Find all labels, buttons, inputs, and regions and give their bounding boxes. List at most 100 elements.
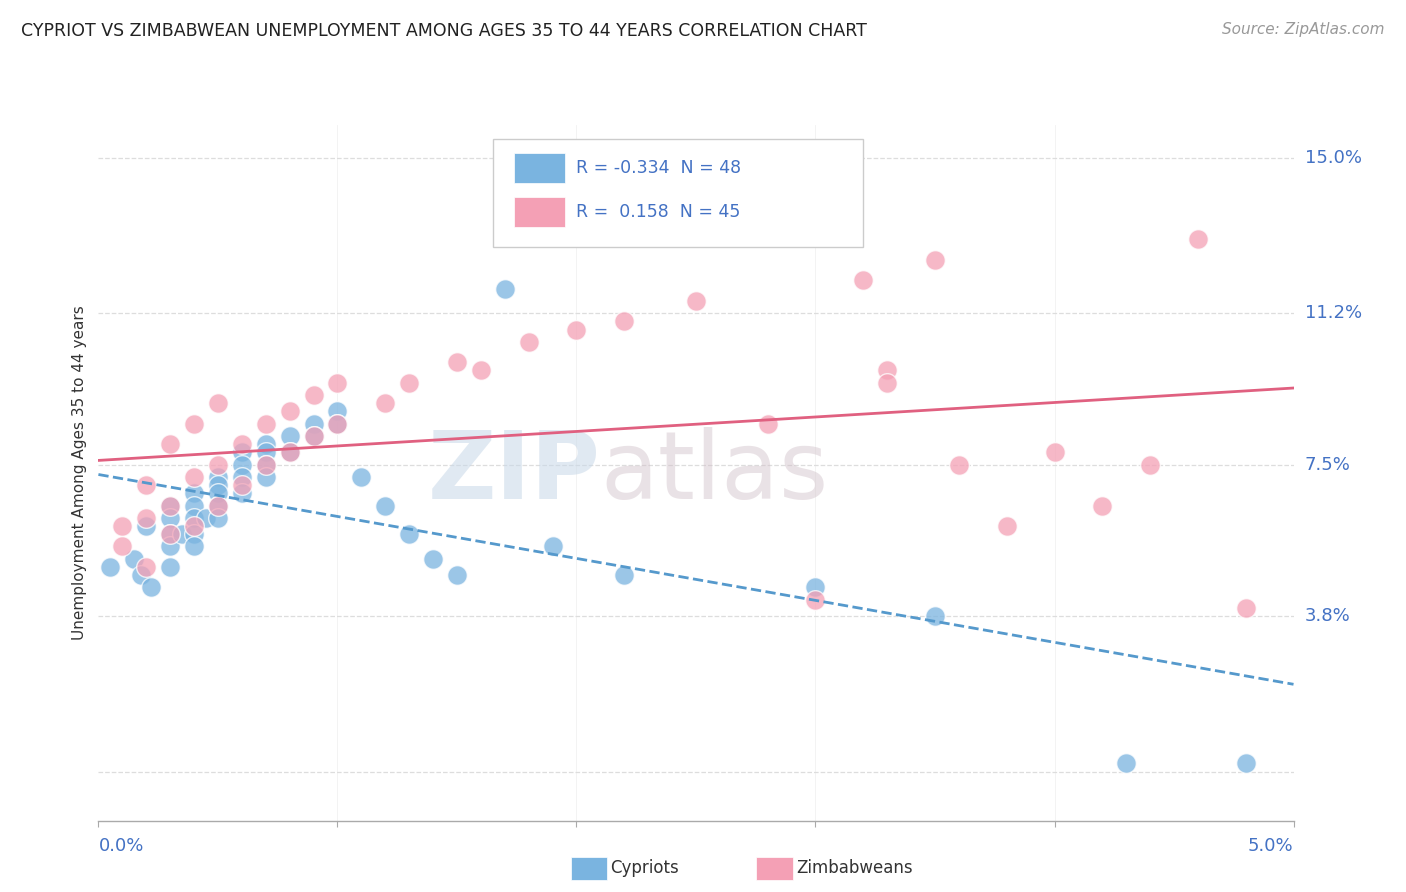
Text: R = -0.334  N = 48: R = -0.334 N = 48 <box>576 159 741 177</box>
Point <box>183 499 205 513</box>
Point <box>135 510 157 524</box>
Point <box>1234 756 1257 771</box>
Point <box>124 551 146 566</box>
Point <box>183 519 205 533</box>
Point <box>139 580 162 594</box>
Point <box>948 458 970 472</box>
Point <box>231 486 253 500</box>
Point <box>183 540 205 554</box>
Point <box>494 282 516 296</box>
Text: 5.0%: 5.0% <box>1249 837 1294 855</box>
Point <box>159 560 181 574</box>
Point <box>374 396 396 410</box>
Point <box>446 355 468 369</box>
Point <box>194 510 218 524</box>
FancyBboxPatch shape <box>515 153 565 184</box>
Point <box>159 499 181 513</box>
Point <box>159 527 181 541</box>
Y-axis label: Unemployment Among Ages 35 to 44 years: Unemployment Among Ages 35 to 44 years <box>72 305 87 640</box>
Point <box>398 376 420 390</box>
Point <box>207 470 229 484</box>
Point <box>254 437 277 451</box>
Point <box>231 445 253 459</box>
Point <box>159 499 181 513</box>
Point <box>852 273 875 287</box>
Point <box>756 417 779 431</box>
Point <box>159 510 181 524</box>
Point <box>613 314 636 328</box>
Point <box>876 363 898 377</box>
Point <box>231 458 253 472</box>
Point <box>231 437 253 451</box>
Point <box>278 404 301 418</box>
Text: 0.0%: 0.0% <box>98 837 143 855</box>
Point <box>183 470 205 484</box>
Point <box>207 486 229 500</box>
Point <box>302 429 325 443</box>
Point <box>1139 458 1161 472</box>
Point <box>517 334 540 349</box>
Point <box>302 429 325 443</box>
Text: Cypriots: Cypriots <box>610 859 679 877</box>
Text: 15.0%: 15.0% <box>1305 149 1361 167</box>
Point <box>565 322 588 336</box>
FancyBboxPatch shape <box>492 139 863 247</box>
Point <box>278 445 301 459</box>
Point <box>804 580 827 594</box>
Point <box>231 478 253 492</box>
Point <box>111 519 134 533</box>
Point <box>685 293 707 308</box>
Point <box>924 609 946 624</box>
Text: CYPRIOT VS ZIMBABWEAN UNEMPLOYMENT AMONG AGES 35 TO 44 YEARS CORRELATION CHART: CYPRIOT VS ZIMBABWEAN UNEMPLOYMENT AMONG… <box>21 22 868 40</box>
Point <box>302 388 325 402</box>
Point <box>254 458 277 472</box>
FancyBboxPatch shape <box>515 196 565 227</box>
Point <box>1234 600 1257 615</box>
Point <box>159 437 181 451</box>
Point <box>254 470 277 484</box>
Point <box>374 499 396 513</box>
Point <box>183 417 205 431</box>
Point <box>302 417 325 431</box>
Point <box>135 478 157 492</box>
Text: Zimbabweans: Zimbabweans <box>796 859 912 877</box>
Point <box>172 527 194 541</box>
Point <box>111 540 134 554</box>
Point <box>613 568 636 582</box>
Point <box>159 540 181 554</box>
Point <box>924 252 946 267</box>
Text: atlas: atlas <box>600 426 828 519</box>
Point <box>422 551 444 566</box>
Point <box>398 527 420 541</box>
Point <box>135 560 157 574</box>
Text: ZIP: ZIP <box>427 426 600 519</box>
Text: Source: ZipAtlas.com: Source: ZipAtlas.com <box>1222 22 1385 37</box>
Point <box>278 429 301 443</box>
Point <box>350 470 373 484</box>
Point <box>1091 499 1114 513</box>
Point <box>254 458 277 472</box>
Point <box>207 458 229 472</box>
Point <box>1187 232 1209 246</box>
Point <box>326 417 349 431</box>
Text: 3.8%: 3.8% <box>1305 607 1350 625</box>
Point <box>541 540 564 554</box>
Point <box>159 527 181 541</box>
Point <box>1043 445 1066 459</box>
Point <box>254 445 277 459</box>
Point <box>326 404 349 418</box>
Point <box>278 445 301 459</box>
Point <box>876 376 898 390</box>
Point <box>98 560 122 574</box>
Point <box>326 376 349 390</box>
Point <box>326 417 349 431</box>
Point <box>804 592 827 607</box>
Point <box>207 478 229 492</box>
Point <box>207 499 229 513</box>
Point <box>207 396 229 410</box>
Point <box>254 417 277 431</box>
Point <box>470 363 492 377</box>
Point <box>207 499 229 513</box>
Point <box>995 519 1018 533</box>
Text: 7.5%: 7.5% <box>1305 456 1351 474</box>
